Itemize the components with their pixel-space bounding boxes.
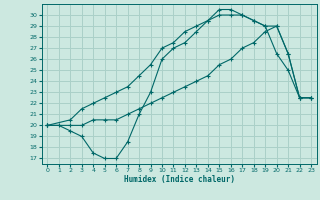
X-axis label: Humidex (Indice chaleur): Humidex (Indice chaleur) [124,175,235,184]
